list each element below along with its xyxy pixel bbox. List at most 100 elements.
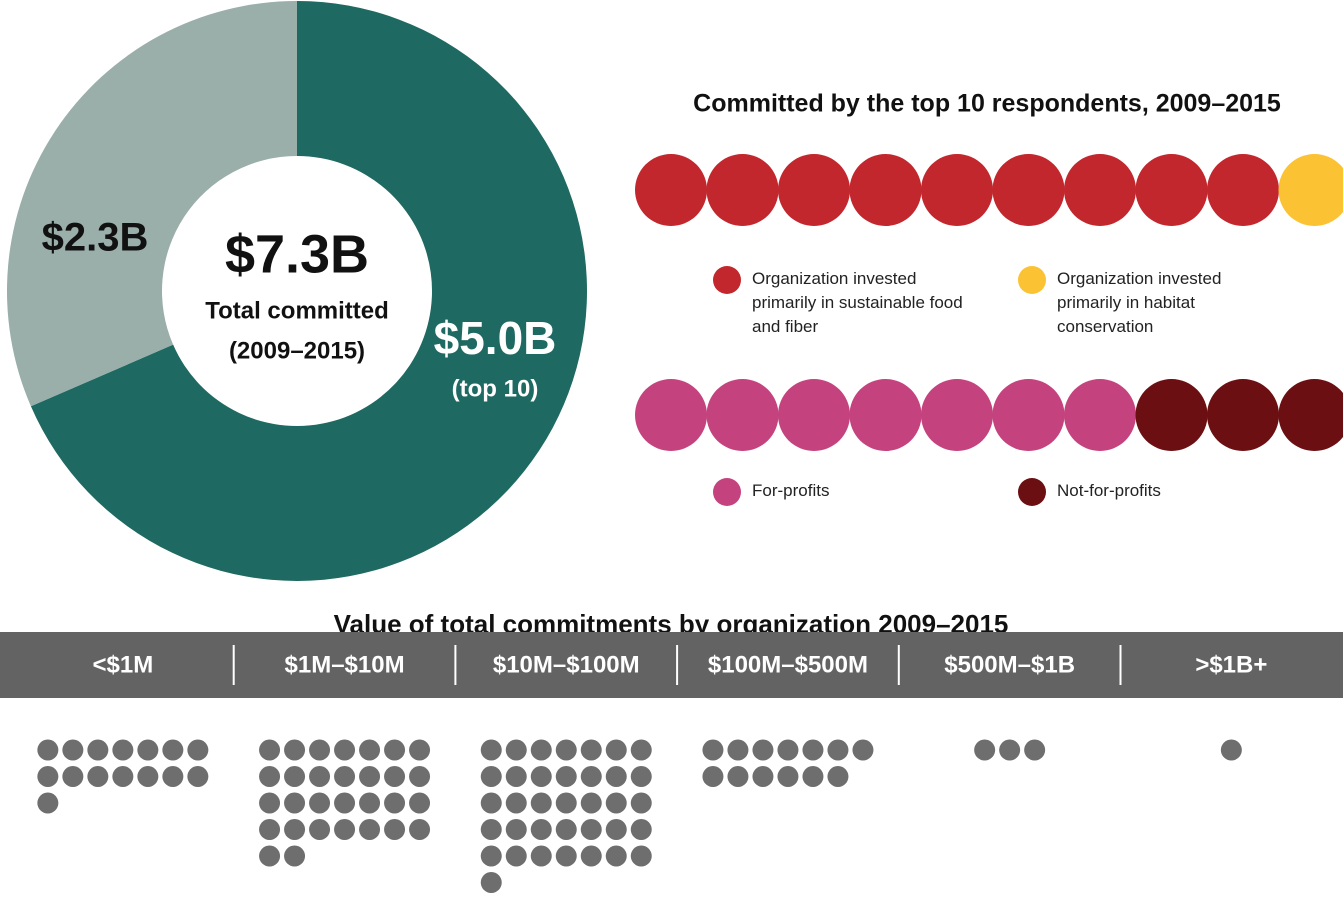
- dot: [505, 845, 527, 867]
- legend-swatch: [1018, 478, 1046, 506]
- dot: [752, 766, 774, 787]
- dot: [580, 739, 602, 761]
- dot: [921, 379, 993, 451]
- dot: [187, 739, 209, 761]
- dot: [555, 766, 577, 787]
- dot: [359, 739, 381, 761]
- dot: [555, 819, 577, 840]
- dot: [87, 739, 109, 761]
- dot: [974, 739, 996, 761]
- column-header: $100M–$500M: [708, 651, 868, 678]
- dot: [530, 792, 552, 814]
- dot: [580, 819, 602, 840]
- dot: [137, 766, 159, 787]
- dot: [259, 766, 281, 787]
- legend-label: Organization invested primarily in susta…: [752, 269, 963, 336]
- dot: [727, 739, 749, 761]
- dot: [259, 845, 281, 867]
- dot: [37, 792, 59, 814]
- dot: [409, 739, 431, 761]
- dot: [505, 739, 527, 761]
- dot: [334, 819, 356, 840]
- dot: [706, 379, 779, 451]
- column-header: $1M–$10M: [285, 651, 405, 678]
- dot: [187, 766, 209, 787]
- dot: [580, 845, 602, 867]
- dot: [630, 819, 652, 840]
- legend-swatch: [713, 478, 741, 506]
- donut-slice: [30, 1, 587, 581]
- dot: [777, 739, 799, 761]
- dot: [284, 792, 306, 814]
- dot: [1135, 379, 1208, 451]
- section-title: Committed by the top 10 respondents, 200…: [693, 90, 1281, 118]
- dot: [605, 766, 627, 787]
- dot: [162, 739, 184, 761]
- center-label: Total committed: [205, 297, 389, 324]
- dot: [992, 379, 1065, 451]
- dot: [1024, 739, 1046, 761]
- dot: [259, 739, 281, 761]
- dot: [605, 792, 627, 814]
- dot: [752, 739, 774, 761]
- dot: [384, 819, 406, 840]
- dot: [284, 845, 306, 867]
- slice-label: $2.3B: [42, 216, 149, 260]
- dot: [530, 819, 552, 840]
- dot: [1278, 154, 1343, 226]
- dot: [580, 792, 602, 814]
- header-bar: [0, 632, 1343, 698]
- dot: [1135, 154, 1208, 226]
- center-sublabel: (2009–2015): [229, 337, 365, 364]
- dot: [384, 739, 406, 761]
- dot: [480, 819, 502, 840]
- dot: [62, 766, 84, 787]
- legend-label: Not-for-profits: [1057, 481, 1161, 500]
- dot: [284, 766, 306, 787]
- dot: [480, 766, 502, 787]
- dot: [530, 739, 552, 761]
- dot: [334, 766, 356, 787]
- dot: [778, 154, 850, 226]
- dot: [702, 766, 724, 787]
- dot: [992, 154, 1065, 226]
- dot: [359, 819, 381, 840]
- dot: [1207, 379, 1279, 451]
- slice-label: $5.0B: [434, 312, 557, 364]
- dot: [555, 739, 577, 761]
- dot: [309, 792, 331, 814]
- dot: [409, 766, 431, 787]
- dot: [849, 154, 922, 226]
- dot: [162, 766, 184, 787]
- dot: [630, 739, 652, 761]
- donut-slice: [7, 1, 298, 407]
- dot: [635, 379, 707, 451]
- dot: [259, 819, 281, 840]
- dot: [849, 379, 922, 451]
- dot: [112, 739, 134, 761]
- dot: [384, 766, 406, 787]
- column-header: $500M–$1B: [944, 651, 1075, 678]
- dot: [727, 766, 749, 787]
- dot: [802, 766, 824, 787]
- dot: [605, 845, 627, 867]
- dot: [62, 739, 84, 761]
- column-header: >$1B+: [1195, 651, 1267, 678]
- dot: [1220, 739, 1242, 761]
- dot: [359, 792, 381, 814]
- dot: [334, 739, 356, 761]
- legend-swatch: [1018, 266, 1046, 294]
- dot: [702, 739, 724, 761]
- legend-swatch: [713, 266, 741, 294]
- dot: [630, 845, 652, 867]
- dot: [505, 792, 527, 814]
- dot: [777, 766, 799, 787]
- dot: [827, 739, 849, 761]
- dot: [706, 154, 779, 226]
- dot: [505, 766, 527, 787]
- annotation: (top 10): [452, 375, 539, 402]
- dot: [999, 739, 1021, 761]
- legend-label: For-profits: [752, 481, 830, 500]
